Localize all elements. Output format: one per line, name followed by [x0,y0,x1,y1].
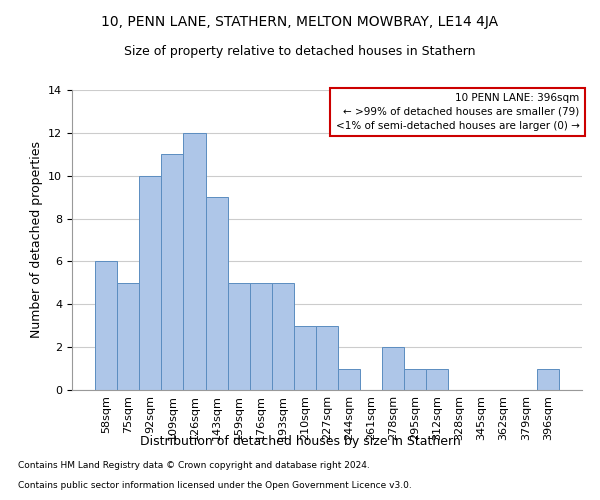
Bar [272,283,294,390]
Text: Size of property relative to detached houses in Stathern: Size of property relative to detached ho… [124,45,476,58]
Bar [382,347,404,390]
Bar [95,262,117,390]
Text: 10 PENN LANE: 396sqm
← >99% of detached houses are smaller (79)
<1% of semi-deta: 10 PENN LANE: 396sqm ← >99% of detached … [335,93,580,131]
Bar [117,283,139,390]
Bar [206,197,227,390]
Text: Contains HM Land Registry data © Crown copyright and database right 2024.: Contains HM Land Registry data © Crown c… [18,461,370,470]
Bar [161,154,184,390]
Bar [404,368,427,390]
Bar [338,368,360,390]
Bar [227,283,250,390]
Y-axis label: Number of detached properties: Number of detached properties [29,142,43,338]
Text: 10, PENN LANE, STATHERN, MELTON MOWBRAY, LE14 4JA: 10, PENN LANE, STATHERN, MELTON MOWBRAY,… [101,15,499,29]
Bar [294,326,316,390]
Bar [139,176,161,390]
Bar [427,368,448,390]
Bar [250,283,272,390]
Bar [537,368,559,390]
Bar [184,133,206,390]
Bar [316,326,338,390]
Text: Distribution of detached houses by size in Stathern: Distribution of detached houses by size … [140,435,460,448]
Text: Contains public sector information licensed under the Open Government Licence v3: Contains public sector information licen… [18,481,412,490]
